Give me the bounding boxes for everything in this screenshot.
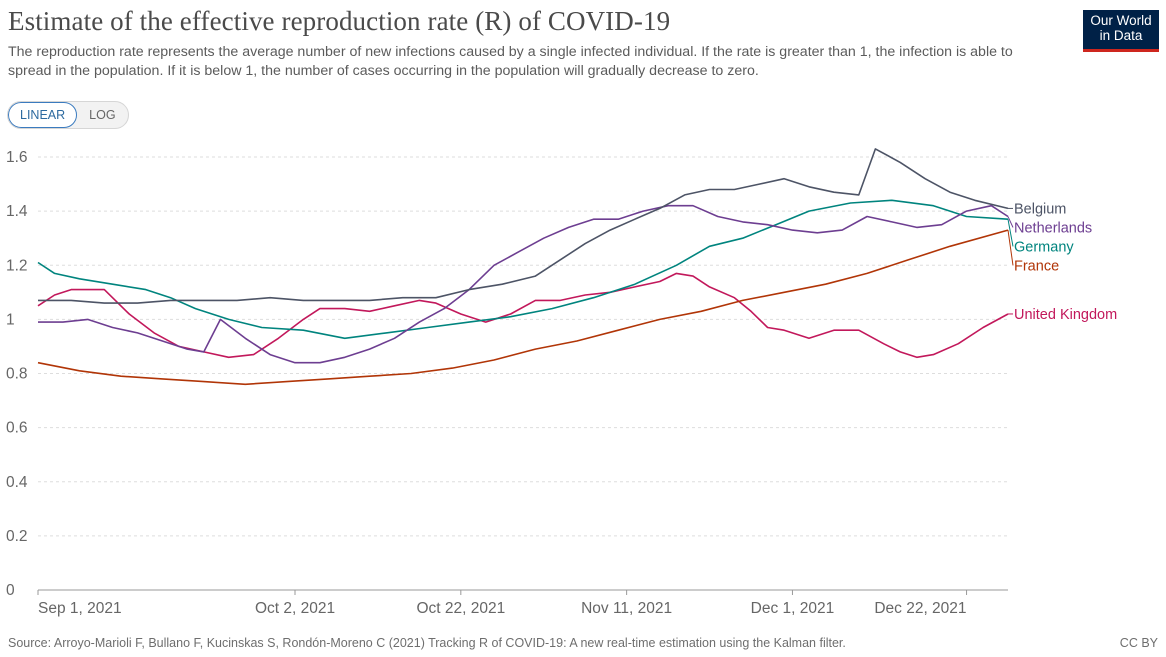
series-line-germany[interactable] (37, 199, 1009, 340)
y-tick-label: 0 (6, 582, 15, 599)
series-label-netherlands[interactable]: Netherlands (1014, 220, 1092, 236)
x-tick-label: Oct 22, 2021 (416, 600, 505, 617)
logo-line-2: in Data (1099, 28, 1143, 43)
linear-scale-button[interactable]: LINEAR (8, 102, 78, 128)
owid-logo[interactable]: Our World in Data (1083, 10, 1159, 52)
y-tick-label: 0.6 (6, 420, 28, 437)
scale-toggle: LINEAR LOG (7, 101, 129, 129)
series-label-united-kingdom[interactable]: United Kingdom (1014, 307, 1117, 323)
x-tick-label: Sep 1, 2021 (38, 600, 122, 617)
y-tick-label: 1.4 (6, 203, 28, 220)
y-tick-label: 0.2 (6, 528, 28, 545)
series-lines (37, 148, 1009, 386)
chart-title: Estimate of the effective reproduction r… (8, 6, 671, 36)
series-line-netherlands[interactable] (38, 204, 1009, 364)
y-tick-label: 1 (6, 311, 15, 328)
x-tick-label: Dec 22, 2021 (874, 600, 966, 617)
series-label-france[interactable]: France (1014, 258, 1059, 274)
x-tick-label: Dec 1, 2021 (751, 600, 835, 617)
source-note: Source: Arroyo-Marioli F, Bullano F, Kuc… (8, 636, 846, 650)
series-line-belgium[interactable] (38, 148, 1009, 304)
series-label-connector (1007, 229, 1014, 266)
y-tick-label: 0.8 (6, 366, 28, 383)
series-label-connector (1007, 216, 1014, 228)
series-line-united-kingdom[interactable] (37, 272, 1009, 359)
series-label-belgium[interactable]: Belgium (1014, 201, 1066, 217)
series-label-connector (1007, 219, 1014, 247)
log-scale-button[interactable]: LOG (89, 108, 116, 122)
y-tick-label: 1.2 (6, 257, 28, 274)
chart-subtitle: The reproduction rate represents the ave… (8, 44, 1013, 79)
y-tick-label: 1.6 (6, 149, 28, 166)
series-label-germany[interactable]: Germany (1014, 239, 1074, 255)
x-tick-label: Oct 2, 2021 (255, 600, 335, 617)
series-line-france[interactable] (37, 229, 1009, 386)
y-tick-label: 0.4 (6, 474, 28, 491)
logo-line-1: Our World (1090, 13, 1152, 28)
y-axis-ticks: 0 0.2 0.4 0.6 0.8 1 1.2 1.4 1.6 (6, 149, 28, 599)
grid-lines (38, 156, 1008, 537)
x-axis: Sep 1, 2021 Oct 2, 2021 Oct 22, 2021 Nov 11… (37, 589, 1008, 617)
x-tick-label: Nov 11, 2021 (581, 600, 672, 617)
license-link[interactable]: CC BY (1119, 636, 1158, 650)
series-labels: Belgium Netherlands Germany France United Ki… (1007, 201, 1117, 323)
